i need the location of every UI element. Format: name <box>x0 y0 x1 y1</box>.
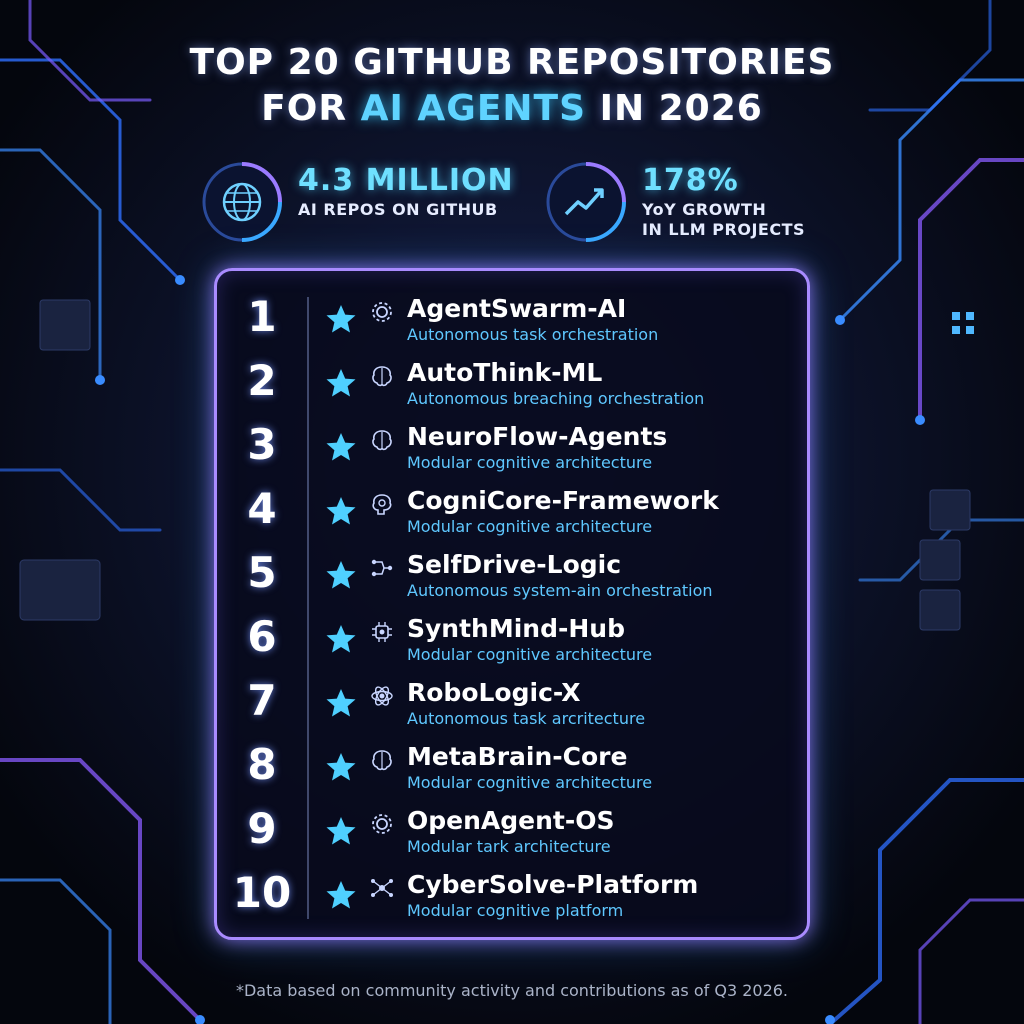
rank-number: 1 <box>247 292 277 341</box>
gear-icon <box>372 302 392 322</box>
repo-description: Modular cognitive architecture <box>407 645 653 664</box>
repo-row: 10 CyberSolve-Platform Modular cognitive p… <box>217 865 813 929</box>
repo-description: Autonomous task orchestration <box>407 325 659 344</box>
rank-number: 3 <box>247 420 277 469</box>
repo-row: 8 MetaBrain-Core Modular cognitive archite… <box>217 737 813 801</box>
repo-name: AgentSwarm-AI <box>407 294 627 323</box>
repo-name: RoboLogic-X <box>407 678 581 707</box>
star-icon <box>326 305 356 333</box>
page-title: TOP 20 GITHUB REPOSITORIES FOR AI AGENTS… <box>0 40 1024 132</box>
title-line-1: TOP 20 GITHUB REPOSITORIES <box>189 42 835 83</box>
rank-number: 9 <box>247 804 277 853</box>
repo-row: 6 SynthMind-Hub Modular cognitive architec… <box>217 609 813 673</box>
star-icon <box>326 881 356 909</box>
star-icon <box>326 625 356 653</box>
gear-icon <box>372 814 392 834</box>
repo-description: Autonomous breaching orchestration <box>407 389 705 408</box>
globe-icon <box>202 162 282 242</box>
repo-name: OpenAgent-OS <box>407 806 615 835</box>
stat-value: 4.3 MILLION <box>298 163 514 198</box>
repo-name: CyberSolve-Platform <box>407 870 699 899</box>
rank-number: 5 <box>247 548 277 597</box>
star-icon <box>326 561 356 589</box>
stat-label: AI REPOS ON GITHUB <box>298 200 498 219</box>
rank-number: 6 <box>247 612 277 661</box>
brain-icon <box>372 366 392 387</box>
repo-name: SelfDrive-Logic <box>407 550 622 579</box>
star-icon <box>326 369 356 397</box>
title-line-2-prefix: FOR <box>261 88 361 129</box>
trend-up-icon <box>546 162 626 242</box>
repo-description: Modular cognitive platform <box>407 901 624 920</box>
title-line-2-suffix: IN 2026 <box>586 88 763 129</box>
brain-gear-icon <box>372 494 392 515</box>
star-icon <box>326 689 356 717</box>
repo-description: Modular cognitive architecture <box>407 517 653 536</box>
repo-row: 7 RoboLogic-X Autonomous task arcritecture <box>217 673 813 737</box>
repo-row: 9 OpenAgent-OS Modular tark architecture <box>217 801 813 865</box>
brain-icon <box>372 430 392 451</box>
rank-number: 4 <box>247 484 277 533</box>
star-icon <box>326 497 356 525</box>
repo-description: Autonomous task arcritecture <box>407 709 646 728</box>
repo-name: MetaBrain-Core <box>407 742 628 771</box>
rank-number: 7 <box>247 676 277 725</box>
repo-row: 4 CogniCore-Framework Modular cognitive ar… <box>217 481 813 545</box>
stat-value: 178% <box>642 163 739 198</box>
repo-name: NeuroFlow-Agents <box>407 422 668 451</box>
star-icon <box>326 817 356 845</box>
chip-icon <box>372 622 392 642</box>
repo-name: SynthMind-Hub <box>407 614 625 643</box>
network-icon <box>371 879 393 897</box>
star-icon <box>326 433 356 461</box>
repo-description: Modular cognitive architecture <box>407 773 653 792</box>
circuit-icon <box>371 559 393 577</box>
repo-row: 5 SelfDrive-Logic Autonomous system-ain or… <box>217 545 813 609</box>
brain-icon <box>372 750 392 771</box>
atom-icon <box>371 686 393 706</box>
repo-name: CogniCore-Framework <box>407 486 719 515</box>
repo-row: 2 AutoThink-ML Autonomous breaching orches… <box>217 353 813 417</box>
stat-label: YoY GROWTH <box>642 200 767 219</box>
title-line-2: FOR AI AGENTS IN 2026 <box>0 86 1024 132</box>
repo-row: 3 NeuroFlow-Agents Modular cognitive archi… <box>217 417 813 481</box>
stat-label: IN LLM PROJECTS <box>642 220 806 239</box>
rank-divider <box>307 297 309 919</box>
repo-description: Autonomous system-ain orchestration <box>407 581 713 600</box>
footnote: *Data based on community activity and co… <box>235 981 789 1000</box>
repo-row: 1 AgentSwarm-AI Autonomous task orchestrat… <box>217 289 813 353</box>
rank-number: 8 <box>247 740 277 789</box>
rank-number: 10 <box>232 868 292 917</box>
star-icon <box>326 753 356 781</box>
repo-description: Modular tark architecture <box>407 837 611 856</box>
ranking-panel: 1 AgentSwarm-AI Autonomous task orchestrat… <box>214 268 810 940</box>
repo-name: AutoThink-ML <box>407 358 603 387</box>
title-accent: AI AGENTS <box>360 88 587 129</box>
repo-list: 1 AgentSwarm-AI Autonomous task orchestrat… <box>217 289 813 929</box>
repo-description: Modular cognitive architecture <box>407 453 653 472</box>
rank-number: 2 <box>247 356 277 405</box>
